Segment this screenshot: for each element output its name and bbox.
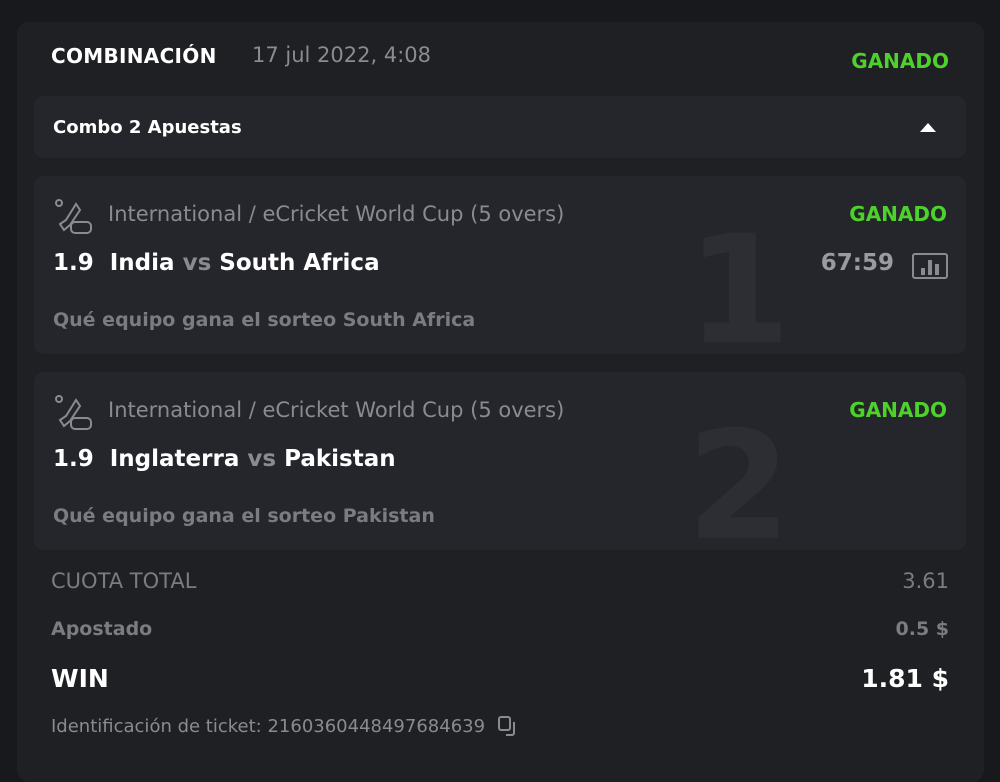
match-title[interactable]: 1.9 Inglaterra vs Pakistan [53,446,396,472]
bet-type-title: COMBINACIÓN [51,44,217,68]
ecricket-icon [55,199,92,234]
ticket-id: Identificación de ticket: 21603604484976… [51,715,486,737]
combo-label: Combo 2 Apuestas [53,117,242,138]
bet-odd: 1.9 [53,250,94,276]
league-name: International / eCricket World Cup (5 ov… [108,202,565,226]
league-name: International / eCricket World Cup (5 ov… [108,398,565,422]
bet-status-badge: GANADO [849,202,947,226]
total-odds-row: CUOTA TOTAL 3.61 [51,569,949,593]
caret-up-icon[interactable] [920,123,936,132]
total-odds-label: CUOTA TOTAL [51,569,197,593]
away-team: South Africa [219,250,380,276]
win-value: 1.81 $ [861,664,949,693]
total-odds-value: 3.61 [902,569,949,593]
stats-icon[interactable] [912,253,948,279]
bet-status-badge: GANADO [849,398,947,422]
bet-odd: 1.9 [53,446,94,472]
bet-ticket-card: COMBINACIÓN 17 jul 2022, 4:08 GANADO Com… [17,22,984,782]
bet-date: 17 jul 2022, 4:08 [252,43,432,67]
bet-item: 2 International / eCricket World Cup (5 … [34,372,966,550]
win-label: WIN [51,664,109,693]
ticket-id-row: Identificación de ticket: 21603604484976… [51,715,519,737]
away-team: Pakistan [284,446,396,472]
bet-selection: Qué equipo gana el sorteo Pakistan [53,505,435,527]
stake-label: Apostado [51,618,153,640]
bet-index: 1 [686,204,791,354]
match-time: 67:59 [820,250,894,276]
match-title[interactable]: 1.9 India vs South Africa [53,250,380,276]
bet-selection: Qué equipo gana el sorteo South Africa [53,309,476,331]
bet-item: 1 International / eCricket World Cup (5 … [34,176,966,354]
win-row: WIN 1.81 $ [51,664,949,693]
bet-index: 2 [686,400,791,550]
vs-label: vs [247,446,277,472]
home-team: India [109,250,175,276]
home-team: Inglaterra [109,446,240,472]
ecricket-icon [55,395,92,430]
combo-toggle[interactable]: Combo 2 Apuestas [34,96,966,158]
stake-row: Apostado 0.5 $ [51,618,949,640]
vs-label: vs [182,250,212,276]
stake-value: 0.5 $ [895,618,950,640]
copy-icon[interactable] [497,715,519,737]
ticket-status-badge: GANADO [851,49,949,73]
